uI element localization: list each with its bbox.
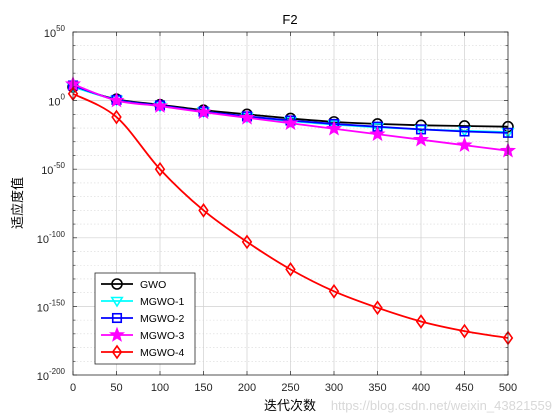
data-point-mgwo-1 xyxy=(370,123,385,134)
data-point-mgwo-3 xyxy=(151,97,169,113)
x-tick-label: 450 xyxy=(455,382,473,394)
y-tick-label: 1050​ xyxy=(44,24,66,40)
data-point-mgwo-4 xyxy=(241,234,253,250)
legend-marker xyxy=(111,278,123,290)
data-point-mgwo-3 xyxy=(195,103,212,120)
x-tick-label: 500 xyxy=(499,382,517,394)
series-line-mgwo-4 xyxy=(72,92,509,339)
data-point-mgwo-4 xyxy=(459,323,470,339)
x-tick-label: 100 xyxy=(151,382,169,394)
legend-marker xyxy=(111,312,123,324)
x-tick-label: 350 xyxy=(368,382,386,394)
legend-label: MGWO-3 xyxy=(140,330,184,342)
data-point-mgwo-4 xyxy=(415,314,427,329)
chart-title: F2 xyxy=(282,12,297,27)
legend-label: MGWO-1 xyxy=(140,296,184,308)
data-point-mgwo-4 xyxy=(372,300,383,316)
watermark: https://blog.csdn.net/weixin_43821559 xyxy=(331,398,552,413)
data-point-mgwo-3 xyxy=(238,109,256,125)
data-point-mgwo-4 xyxy=(328,283,340,299)
y-tick-label: 10-150​ xyxy=(37,298,66,314)
data-point-mgwo-3 xyxy=(108,92,125,108)
x-tick-label: 300 xyxy=(325,382,343,394)
data-point-mgwo-4 xyxy=(285,261,296,277)
data-point-mgwo-3 xyxy=(369,125,386,142)
data-point-mgwo-4 xyxy=(111,109,122,125)
y-tick-label: 10-200​ xyxy=(37,367,66,383)
legend: GWO MGWO-1 MGWO-2 MGWO-3 MGWO-4 xyxy=(94,272,196,365)
y-axis-title: 适应度值 xyxy=(10,177,26,229)
x-tick-label: 50 xyxy=(110,382,122,394)
data-point-mgwo-3 xyxy=(282,114,299,131)
data-point-mgwo-3 xyxy=(412,131,430,147)
x-tick-label: 400 xyxy=(412,382,430,394)
data-point-mgwo-3 xyxy=(325,120,343,136)
legend-item-mgwo-4: MGWO-4 xyxy=(101,344,184,360)
data-point-mgwo-3 xyxy=(456,136,473,153)
ticks xyxy=(72,31,509,376)
x-tick-label: 200 xyxy=(238,382,256,394)
legend-item-mgwo-1: MGWO-1 xyxy=(101,296,184,308)
legend-marker xyxy=(110,296,124,308)
y-tick-label: 10-100​ xyxy=(37,230,66,246)
data-point-mgwo-2 xyxy=(459,126,470,137)
legend-item-mgwo-3: MGWO-3 xyxy=(101,326,184,342)
y-tick-label: 10-50​ xyxy=(41,161,65,177)
x-tick-label: 250 xyxy=(281,382,299,394)
data-point-mgwo-4 xyxy=(198,202,209,218)
legend-marker xyxy=(111,344,123,360)
data-point-mgwo-4 xyxy=(154,161,166,177)
legend-item-mgwo-2: MGWO-2 xyxy=(101,312,184,325)
y-tick-label: 100​ xyxy=(48,93,65,109)
legend-label: MGWO-4 xyxy=(140,347,184,359)
legend-marker xyxy=(108,326,126,342)
x-axis-title: 迭代次数 xyxy=(264,398,316,414)
y-tick-labels: 1050​ 100​ 10-50​ 10-100​ 10-150​ 10-200​ xyxy=(37,24,66,383)
x-tick-labels: 0 50 100 150 200 250 300 350 400 450 500 xyxy=(70,382,517,394)
legend-label: GWO xyxy=(140,279,166,291)
legend-item-gwo: GWO xyxy=(101,278,166,291)
series-mgwo-4 xyxy=(67,86,514,346)
x-tick-label: 150 xyxy=(194,382,212,394)
legend-label: MGWO-2 xyxy=(140,313,184,325)
x-tick-label: 0 xyxy=(70,382,76,394)
